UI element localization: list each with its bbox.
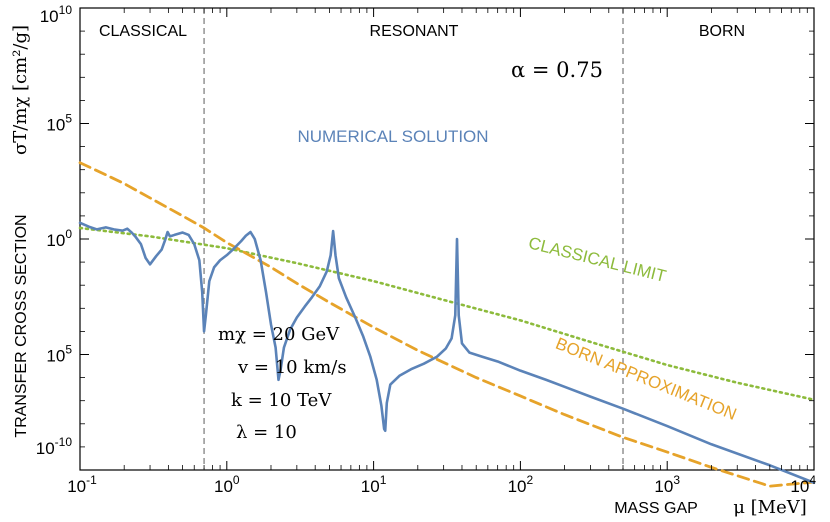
x-tick-label: 10-1	[67, 473, 97, 496]
x-tick-label: 100	[214, 473, 240, 496]
region-label-resonant: RESONANT	[370, 23, 459, 40]
series-layer	[78, 161, 816, 488]
tick-labels: 10-1 100 101 102 103 104 1010 105 100 105 10-10	[36, 3, 817, 496]
y-axis-math-label: σT/mχ [cm²/g]	[10, 25, 31, 155]
ticks-layer	[79, 7, 815, 471]
parameter-mass: mχ = 20 GeV	[218, 324, 340, 345]
series-line-born-approximation	[78, 161, 816, 488]
y-tick-label: 10-10	[36, 435, 73, 458]
y-tick-label: 105	[46, 112, 72, 135]
series-line-numerical-solution	[78, 221, 816, 485]
series-line-classical-limit	[78, 226, 816, 402]
parameter-k: k = 10 TeV	[231, 390, 332, 411]
x-tick-label: 101	[361, 473, 387, 496]
x-tick-label: 102	[508, 473, 534, 496]
y-tick-label: 105	[46, 343, 72, 366]
region-label-classical: CLASSICAL	[99, 23, 187, 40]
y-tick-label: 100	[46, 227, 72, 250]
parameter-lambda: λ = 10	[236, 422, 297, 443]
y-axis-label: TRANSFER CROSS SECTION	[13, 214, 30, 437]
series-label-born-approximation: BORN APPROXIMATION	[553, 334, 739, 424]
x-axis-label: MASS GAP	[614, 500, 698, 517]
region-label-born: BORN	[699, 23, 745, 40]
series-label-numerical-solution: NUMERICAL SOLUTION	[297, 127, 488, 146]
x-axis-math-label: μ [MeV]	[733, 497, 807, 518]
parameter-velocity: v = 10 km/s	[237, 357, 347, 378]
alpha-annotation: α = 0.75	[511, 58, 603, 82]
y-tick-label: 1010	[40, 3, 73, 26]
x-tick-label: 103	[654, 473, 680, 496]
series-label-classical-limit: CLASSICAL LIMIT	[527, 233, 668, 286]
x-tick-label: 104	[790, 473, 816, 496]
